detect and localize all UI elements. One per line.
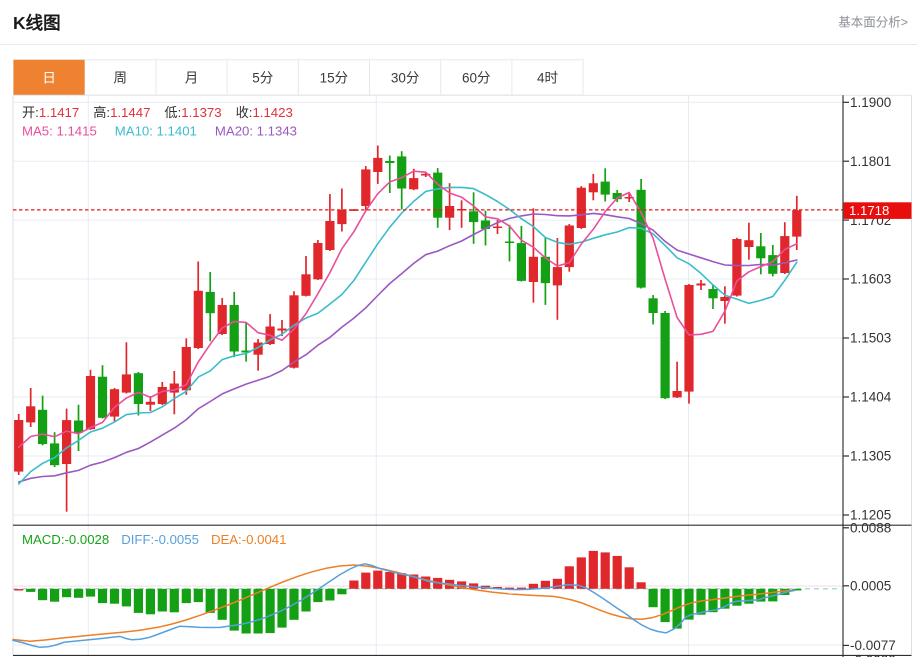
svg-text:0.0088: 0.0088 bbox=[850, 521, 891, 536]
svg-text:1.1718: 1.1718 bbox=[849, 203, 889, 218]
svg-text:1.1503: 1.1503 bbox=[850, 331, 891, 346]
svg-text:60分: 60分 bbox=[462, 70, 491, 85]
svg-text:1.1404: 1.1404 bbox=[850, 390, 892, 405]
svg-text:周: 周 bbox=[114, 70, 128, 85]
svg-text:1.1205: 1.1205 bbox=[850, 508, 891, 523]
svg-text:日: 日 bbox=[42, 70, 56, 85]
svg-text:K线图: K线图 bbox=[13, 13, 61, 33]
svg-text:1.1305: 1.1305 bbox=[850, 449, 891, 464]
svg-text:5分: 5分 bbox=[252, 70, 273, 85]
svg-text:月: 月 bbox=[185, 70, 199, 85]
svg-text:15分: 15分 bbox=[320, 70, 349, 85]
svg-text:1.1603: 1.1603 bbox=[850, 272, 891, 287]
svg-text:30分: 30分 bbox=[391, 70, 420, 85]
svg-text:-0.0088: -0.0088 bbox=[850, 653, 896, 657]
svg-text:1.1801: 1.1801 bbox=[850, 154, 891, 169]
svg-text:4时: 4时 bbox=[537, 70, 558, 85]
svg-text:-0.0077: -0.0077 bbox=[850, 638, 896, 653]
svg-text:1.1900: 1.1900 bbox=[850, 95, 891, 110]
svg-text:0.0005: 0.0005 bbox=[850, 579, 891, 594]
svg-text:基本面分析>: 基本面分析> bbox=[838, 16, 908, 30]
